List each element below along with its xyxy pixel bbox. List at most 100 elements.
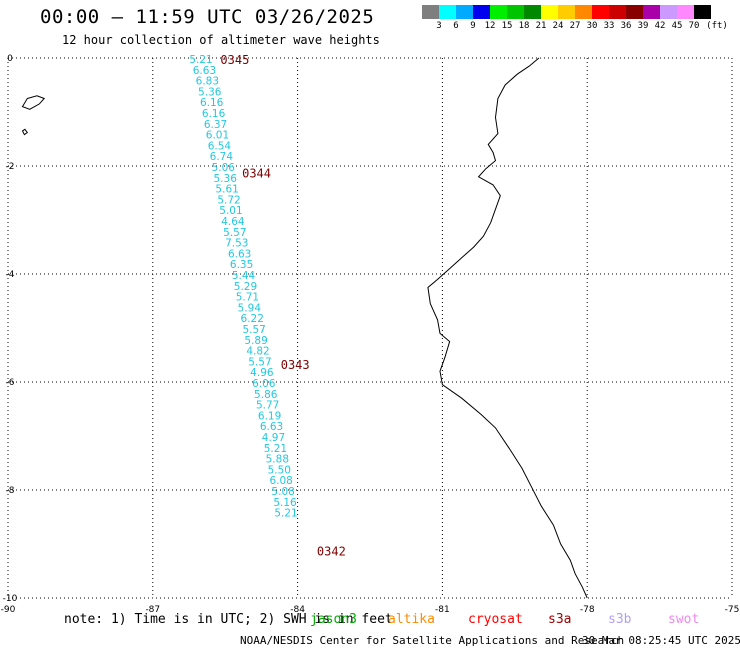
color-scale-swatches (422, 5, 740, 19)
wave-height-value: 5.36 (198, 86, 222, 98)
wave-height-value: 5.01 (219, 205, 242, 217)
island-outline (21, 95, 46, 110)
color-scale-label: 30 (586, 21, 598, 31)
color-swatch (558, 5, 575, 19)
color-swatch (609, 5, 626, 19)
wave-height-value: 5.57 (248, 356, 271, 368)
wave-height-value: 6.16 (200, 97, 224, 109)
x-tick-label: -81 (435, 605, 450, 615)
pass-time-label: 0343 (281, 358, 310, 372)
wave-height-value: 6.63 (193, 65, 216, 77)
satellite-legend-s3b: s3b (608, 612, 632, 627)
color-swatch (456, 5, 473, 19)
x-tick-label: -87 (145, 605, 160, 615)
generated-timestamp: 30 Mar 08:25:45 UTC 2025 (582, 634, 740, 647)
pass-time-label: 0345 (220, 53, 249, 67)
wave-height-value: 6.63 (228, 248, 251, 260)
wave-height-value: 6.01 (206, 130, 229, 142)
y-tick-label: 0 (7, 54, 13, 64)
color-swatch (694, 5, 711, 19)
color-swatch (524, 5, 541, 19)
color-swatch (490, 5, 507, 19)
color-scale-label: 39 (637, 21, 649, 31)
wave-height-value: 4.96 (250, 367, 274, 379)
wave-height-value: 5.86 (254, 389, 278, 401)
wave-height-value: 6.06 (252, 378, 276, 390)
wave-height-value: 5.36 (214, 173, 238, 185)
y-tick-label: -2 (6, 162, 15, 172)
color-scale-label: 18 (518, 21, 530, 31)
color-swatch (541, 5, 558, 19)
wave-height-value: 5.72 (217, 194, 240, 206)
map-title: 00:00 — 11:59 UTC 03/26/2025 (40, 6, 375, 28)
y-tick-label: -6 (6, 378, 15, 388)
wave-height-value: 5.50 (268, 464, 291, 476)
color-scale-label: 33 (603, 21, 615, 31)
wave-height-value: 5.16 (273, 497, 297, 509)
wave-height-value: 6.08 (269, 475, 292, 487)
wave-height-value: 6.16 (202, 108, 226, 120)
island-outline (21, 128, 29, 136)
color-scale-label: 6 (453, 21, 459, 31)
color-swatch (422, 5, 439, 19)
y-tick-label: -4 (6, 270, 15, 280)
satellite-legend-altika: altika (388, 612, 435, 627)
color-swatch (643, 5, 660, 19)
y-tick-label: -8 (6, 486, 15, 496)
color-scale-label: 70 (688, 21, 700, 31)
wave-height-value: 6.54 (208, 140, 232, 152)
color-scale-unit: (ft) (706, 21, 728, 31)
x-tick-label: -75 (725, 605, 740, 615)
wave-height-value: 6.83 (196, 76, 219, 88)
color-swatch (592, 5, 609, 19)
color-scale-label: 3 (436, 21, 442, 31)
wave-height-value: 5.88 (266, 454, 289, 466)
wave-height-value: 7.53 (225, 238, 248, 250)
satellite-legend-swot: swot (668, 612, 700, 627)
color-swatch (439, 5, 456, 19)
color-swatch (660, 5, 677, 19)
wave-height-value: 5.61 (215, 184, 238, 196)
x-tick-label: -84 (290, 605, 305, 615)
wave-height-value: 5.29 (234, 281, 257, 293)
wave-height-value: 5.71 (236, 292, 259, 304)
wave-height-value: 5.21 (189, 54, 212, 66)
satellite-legend-jason3: jason3 (310, 612, 357, 627)
wave-height-value: 5.89 (244, 335, 267, 347)
wave-height-value: 5.21 (274, 508, 297, 520)
color-scale-label: 9 (470, 21, 476, 31)
wave-height-value: 6.35 (230, 259, 253, 271)
map-subtitle: 12 hour collection of altimeter wave hei… (62, 33, 380, 47)
satellite-legend-cryosat: cryosat (468, 612, 523, 627)
wave-height-value: 5.08 (271, 486, 294, 498)
satellite-legend-s3a: s3a (548, 612, 572, 627)
color-scale-label: 27 (569, 21, 581, 31)
color-scale-label: 21 (535, 21, 547, 31)
credit-line: NOAA/NESDIS Center for Satellite Applica… (240, 634, 625, 647)
wave-height-value: 5.06 (212, 162, 236, 174)
color-swatch (677, 5, 694, 19)
color-scale-label: 12 (484, 21, 496, 31)
wave-height-value: 5.21 (264, 443, 287, 455)
wave-height-value: 5.44 (232, 270, 256, 282)
color-scale-label: 15 (501, 21, 513, 31)
color-scale-labels: 3 6 9 12 15 18 21 24 27 30 33 36 39 42 45 70 (ft) (422, 19, 740, 33)
wave-height-value: 6.19 (258, 410, 281, 422)
footer-note: note: 1) Time is in UTC; 2) SWH is in fe… (64, 612, 393, 627)
wave-height-value: 5.57 (223, 227, 246, 239)
color-scale-label: 24 (552, 21, 564, 31)
color-swatch (575, 5, 592, 19)
color-swatch (473, 5, 490, 19)
pass-time-label: 0344 (242, 166, 271, 180)
color-scale-label: 36 (620, 21, 632, 31)
wave-height-value: 6.22 (241, 313, 264, 325)
x-tick-label: -90 (1, 605, 16, 615)
wave-height-value: 6.74 (210, 151, 234, 163)
wave-height-value: 5.57 (242, 324, 265, 336)
pass-time-label: 0342 (317, 544, 346, 558)
coastline (427, 57, 588, 599)
wave-height-color-scale: 3 6 9 12 15 18 21 24 27 30 33 36 39 42 45 70 (ft) (422, 5, 740, 33)
wave-height-value: 6.63 (260, 421, 283, 433)
wave-height-value: 5.94 (238, 302, 262, 314)
